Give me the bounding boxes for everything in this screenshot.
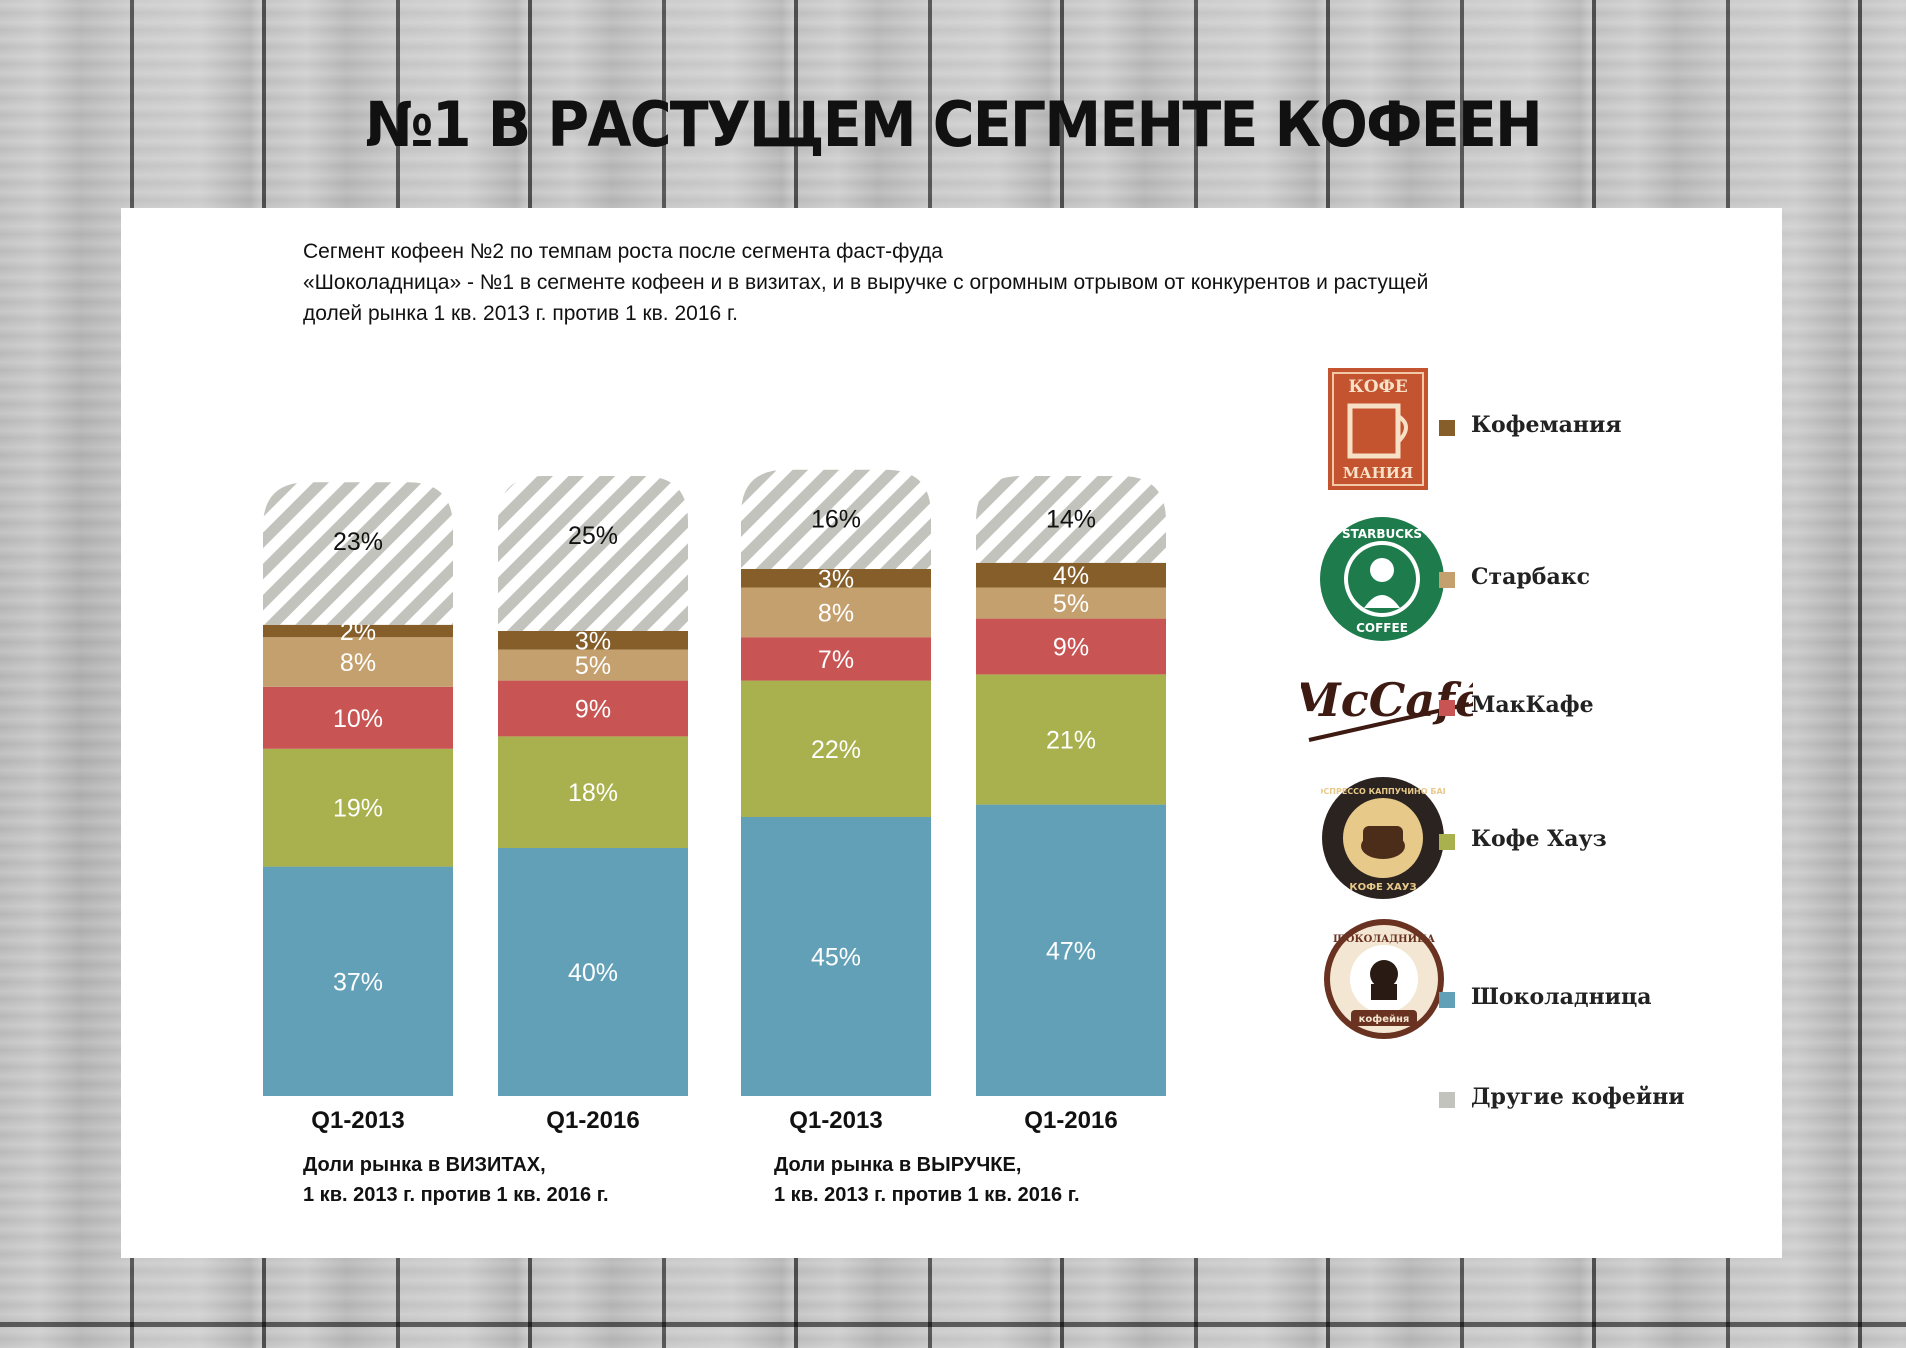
data-label-chart1-bar2-5: 25%: [568, 522, 618, 550]
legend-label-shokoladnitsa: Шоколадница: [1471, 984, 1652, 1010]
bar-segment-chart2-bar1-1: [741, 680, 931, 817]
bar-segment-chart1-bar1-4: [263, 624, 453, 638]
kofemania-logo-bottom-text: МАНИЯ: [1343, 464, 1413, 482]
intro-line-1: Сегмент кофеен №2 по темпам роста после …: [303, 240, 943, 263]
bar-segment-chart1-bar2-0: [498, 848, 688, 1096]
data-label-chart2-bar2-4: 4%: [1053, 562, 1089, 590]
bar-segment-chart2-bar2-3: [976, 587, 1166, 619]
starbucks-logo: STARBUCKS COFFEE: [1320, 517, 1444, 641]
legend-swatch-kofemania: [1439, 420, 1455, 436]
data-label-chart2-bar1-3: 8%: [818, 599, 854, 627]
data-label-chart2-bar1-2: 7%: [818, 646, 854, 674]
bar-segment-chart2-bar2-0: [976, 804, 1166, 1096]
data-label-chart2-bar2-1: 21%: [1046, 727, 1096, 755]
coffee-house-logo: ЭСПРЕССО КАППУЧИНО БАР КОФЕ ХАУЗ: [1321, 777, 1445, 899]
bar-segment-chart1-bar1-3: [263, 637, 453, 687]
data-label-chart1-bar2-3: 5%: [575, 652, 611, 680]
data-label-chart2-bar1-4: 3%: [818, 565, 854, 593]
category-label-chart1-bar1: Q1-2013: [311, 1107, 404, 1134]
data-label-chart2-bar2-0: 47%: [1046, 937, 1096, 965]
legend-swatch-starbucks: [1439, 572, 1455, 588]
data-label-chart1-bar1-1: 19%: [333, 795, 383, 823]
legend-label-kofemania: Кофемания: [1471, 412, 1622, 438]
legend-swatch-mccafe: [1439, 700, 1455, 716]
shokoladnitsa-logo-bottom-text: кофейня: [1359, 1013, 1410, 1025]
bar-segment-chart2-bar2-1: [976, 674, 1166, 805]
bar-segment-chart1-bar2-4: [498, 631, 688, 650]
bar-segment-chart2-bar2-4: [976, 562, 1166, 588]
bar-segment-chart1-bar1-5: [263, 482, 453, 625]
bar-segment-chart2-bar1-4: [741, 569, 931, 588]
coffee-house-logo-bottom-text: КОФЕ ХАУЗ: [1349, 882, 1416, 893]
legend-label-others: Другие кофейни: [1471, 1084, 1685, 1110]
caption-visits-line-1: Доли рынка в ВИЗИТАХ,: [303, 1154, 546, 1176]
data-label-chart1-bar1-3: 8%: [340, 649, 376, 677]
caption-visits-line-2: 1 кв. 2013 г. против 1 кв. 2016 г.: [303, 1184, 609, 1206]
kofemania-logo-top-text: КОФЕ: [1348, 377, 1407, 397]
shokoladnitsa-logo: ШОКОЛАДНИЦА кофейня: [1324, 919, 1444, 1039]
caption-visits: Доли рынка в ВИЗИТАХ, 1 кв. 2013 г. прот…: [303, 1150, 609, 1210]
legend-label-starbucks: Старбакс: [1471, 564, 1590, 590]
data-label-chart2-bar1-1: 22%: [811, 736, 861, 764]
category-label-chart2-bar1: Q1-2013: [789, 1107, 882, 1134]
bar-segment-chart2-bar2-5: [976, 476, 1166, 563]
bar-segment-chart2-bar1-0: [741, 817, 931, 1096]
legend: КОФЕ МАНИЯ Кофемания STARBUCKS COFFEE Ст…: [1301, 368, 1761, 1208]
data-label-chart1-bar1-2: 10%: [333, 705, 383, 733]
data-label-chart1-bar1-0: 37%: [333, 968, 383, 996]
data-label-chart2-bar2-5: 14%: [1046, 505, 1096, 533]
bar-segment-chart1-bar2-5: [498, 476, 688, 631]
data-label-chart2-bar2-3: 5%: [1053, 590, 1089, 618]
legend-label-mccafe: МакКафе: [1471, 692, 1594, 718]
bar-segment-chart2-bar1-5: [741, 469, 931, 569]
bar-segment-chart1-bar1-1: [263, 748, 453, 867]
data-label-chart2-bar2-2: 9%: [1053, 634, 1089, 662]
bar-segment-chart1-bar2-2: [498, 680, 688, 737]
data-label-chart2-bar1-5: 16%: [811, 505, 861, 533]
bar-segment-chart2-bar1-3: [741, 587, 931, 638]
bar-segment-chart2-bar2-2: [976, 618, 1166, 675]
data-label-chart1-bar2-4: 3%: [575, 627, 611, 655]
category-label-chart1-bar2: Q1-2016: [546, 1107, 639, 1134]
data-label-chart1-bar2-1: 18%: [568, 779, 618, 807]
content-panel: Сегмент кофеен №2 по темпам роста после …: [121, 208, 1782, 1258]
shokoladnitsa-logo-top-text: ШОКОЛАДНИЦА: [1333, 934, 1436, 945]
data-label-chart1-bar2-2: 9%: [575, 696, 611, 724]
page-title: №1 В РАСТУЩЕМ СЕГМЕНТЕ КОФЕЕН: [365, 88, 1543, 161]
starbucks-logo-bottom-text: COFFEE: [1356, 621, 1408, 635]
legend-swatch-coffee-house: [1439, 834, 1455, 850]
legend-swatch-shokoladnitsa: [1439, 992, 1455, 1008]
data-label-chart2-bar1-0: 45%: [811, 944, 861, 972]
caption-revenue-line-2: 1 кв. 2013 г. против 1 кв. 2016 г.: [774, 1184, 1080, 1206]
bar-segment-chart2-bar1-2: [741, 637, 931, 681]
data-label-chart1-bar1-5: 23%: [333, 528, 383, 556]
caption-revenue-line-1: Доли рынка в ВЫРУЧКЕ,: [774, 1154, 1022, 1176]
stacked-bar-charts: 37%19%10%8%2%23%Q1-201340%18%9%5%3%25%Q1…: [263, 469, 1166, 1134]
intro-line-3: долей рынка 1 кв. 2013 г. против 1 кв. 2…: [303, 302, 738, 325]
kofemania-logo: КОФЕ МАНИЯ: [1328, 368, 1428, 490]
bar-segment-chart1-bar1-2: [263, 686, 453, 749]
intro-text: Сегмент кофеен №2 по темпам роста после …: [303, 236, 1603, 329]
legend-label-coffee-house: Кофе Хауз: [1471, 826, 1607, 852]
starbucks-logo-top-text: STARBUCKS: [1342, 527, 1422, 541]
data-label-chart1-bar2-0: 40%: [568, 959, 618, 987]
legend-swatch-others: [1439, 1092, 1455, 1108]
bar-segment-chart1-bar2-1: [498, 736, 688, 848]
bar-segment-chart1-bar2-3: [498, 649, 688, 681]
intro-line-2: «Шоколадница» - №1 в сегменте кофеен и в…: [303, 271, 1429, 294]
coffee-house-logo-top-text: ЭСПРЕССО КАППУЧИНО БАР: [1321, 787, 1445, 796]
caption-revenue: Доли рынка в ВЫРУЧКЕ, 1 кв. 2013 г. прот…: [774, 1150, 1080, 1210]
category-label-chart2-bar2: Q1-2016: [1024, 1107, 1117, 1134]
bar-segment-chart1-bar1-0: [263, 866, 453, 1096]
